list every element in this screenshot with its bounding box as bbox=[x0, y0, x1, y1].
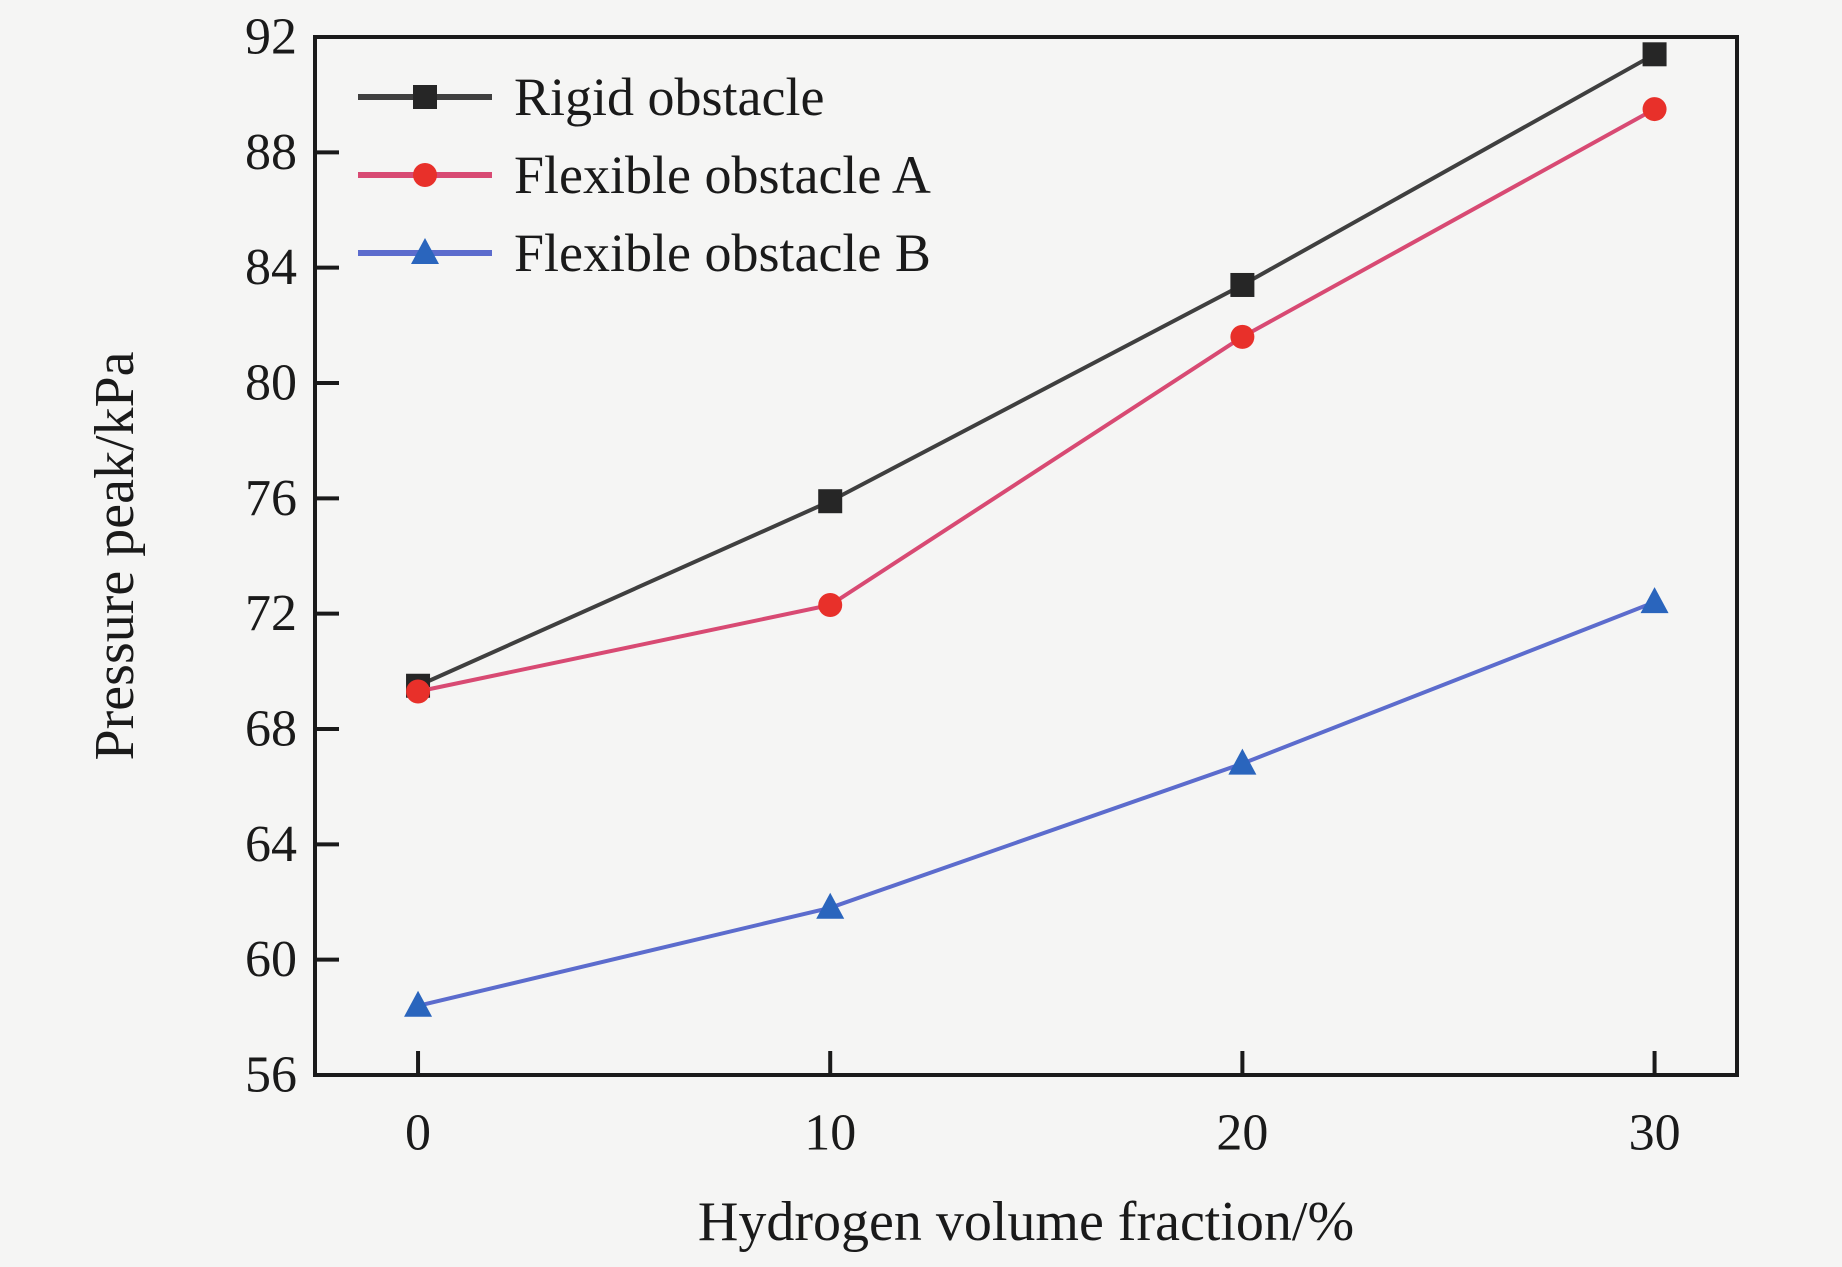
y-tick-label: 56 bbox=[245, 1047, 297, 1104]
data-point-marker bbox=[1230, 324, 1255, 349]
series-flexible-obstacle-a bbox=[406, 97, 1667, 704]
legend-marker-circle-icon bbox=[413, 163, 437, 187]
series-flexible-obstacle-b bbox=[404, 587, 1669, 1017]
data-point-marker bbox=[404, 990, 433, 1017]
series-rigid-obstacle bbox=[406, 42, 1667, 698]
y-tick-label: 92 bbox=[245, 9, 297, 66]
legend-label: Flexible obstacle A bbox=[514, 145, 931, 205]
x-tick-label: 20 bbox=[1216, 1105, 1268, 1162]
legend: Rigid obstacle Flexible obstacle A Flexibl… bbox=[358, 67, 931, 283]
x-axis-title: Hydrogen volume fraction/% bbox=[698, 1191, 1354, 1253]
data-point-marker bbox=[1640, 587, 1669, 614]
x-tick-label: 10 bbox=[804, 1105, 856, 1162]
y-tick-label: 80 bbox=[245, 355, 297, 412]
data-point-marker bbox=[1228, 748, 1257, 775]
data-point-marker bbox=[1230, 272, 1255, 297]
legend-item: Flexible obstacle B bbox=[358, 223, 931, 283]
legend-label: Flexible obstacle B bbox=[514, 223, 931, 283]
data-point-marker bbox=[1642, 97, 1667, 122]
x-tick-label: 30 bbox=[1629, 1105, 1681, 1162]
y-tick-label: 64 bbox=[245, 816, 297, 873]
series-line bbox=[417, 600, 1656, 1008]
data-point-marker bbox=[1642, 42, 1667, 67]
data-point-marker bbox=[818, 593, 843, 618]
legend-item: Rigid obstacle bbox=[358, 67, 824, 127]
y-tick-label: 60 bbox=[245, 931, 297, 988]
x-tick-label: 0 bbox=[405, 1105, 431, 1162]
y-tick-label: 72 bbox=[245, 585, 297, 642]
series-line bbox=[417, 52, 1656, 688]
y-tick-label: 68 bbox=[245, 701, 297, 758]
data-point-marker bbox=[818, 489, 843, 514]
y-tick-label: 76 bbox=[245, 470, 297, 527]
series-line bbox=[417, 107, 1656, 694]
legend-marker-square-icon bbox=[413, 85, 437, 109]
data-point-marker bbox=[406, 679, 431, 704]
legend-item: Flexible obstacle A bbox=[358, 145, 931, 205]
legend-label: Rigid obstacle bbox=[514, 67, 824, 127]
legend-marker-triangle-up-icon bbox=[411, 238, 439, 264]
data-point-marker bbox=[816, 892, 845, 919]
y-axis-title: Pressure peak/kPa bbox=[84, 351, 146, 760]
plot-frame bbox=[313, 35, 1739, 1077]
y-tick-label: 88 bbox=[245, 124, 297, 181]
y-tick-label: 84 bbox=[245, 239, 297, 296]
